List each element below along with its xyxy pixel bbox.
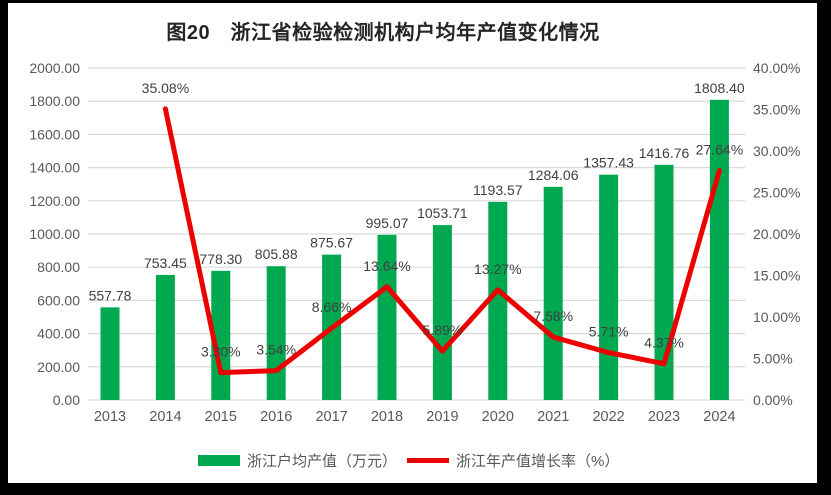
line-value-label: 3.30%	[201, 344, 241, 360]
line-value-label: 35.08%	[142, 80, 189, 96]
right-axis-tick-label: 5.00%	[753, 351, 793, 367]
line-series-swatch-icon	[407, 457, 450, 463]
right-axis-tick-label: 25.00%	[753, 185, 800, 201]
line-value-label: 7.58%	[533, 308, 573, 324]
bar-2016	[266, 266, 286, 400]
x-axis-tick-label: 2022	[592, 409, 624, 425]
line-value-label: 8.66%	[312, 299, 352, 315]
bar-value-label: 753.45	[144, 255, 187, 271]
line-value-label: 5.89%	[423, 322, 463, 338]
x-axis-tick-label: 2018	[371, 409, 403, 425]
line-value-label: 3.54%	[256, 342, 296, 358]
left-axis-tick-label: 800.00	[37, 259, 80, 275]
bar-value-label: 1357.43	[583, 155, 634, 171]
chart-legend: 浙江户均产值（万元） 浙江年产值增长率（%）	[198, 449, 619, 471]
left-axis-tick-label: 1600.00	[29, 126, 80, 142]
left-axis-tick-label: 2000.00	[29, 60, 80, 76]
left-axis-tick-label: 1800.00	[29, 93, 80, 109]
left-axis-tick-label: 1400.00	[29, 160, 80, 176]
right-axis-tick-label: 15.00%	[753, 268, 800, 284]
bar-value-label: 1808.40	[694, 80, 745, 96]
right-axis-tick-label: 0.00%	[753, 392, 793, 408]
left-axis-tick-label: 200.00	[37, 359, 80, 375]
right-axis-tick-label: 20.00%	[753, 226, 800, 242]
chart-title: 图20 浙江省检验检测机构户均年产值变化情况	[166, 22, 600, 44]
bar-value-label: 1416.76	[639, 145, 690, 161]
bar-2013	[100, 307, 120, 400]
bar-value-label: 805.88	[255, 246, 298, 262]
left-axis-tick-label: 0.00	[53, 392, 80, 408]
line-value-label: 13.64%	[363, 258, 410, 274]
x-axis-tick-label: 2017	[315, 409, 347, 425]
x-axis-tick-label: 2015	[205, 409, 237, 425]
bar-value-label: 1053.71	[417, 205, 468, 221]
bar-2024	[709, 99, 729, 400]
x-axis-tick-label: 2016	[260, 409, 292, 425]
bar-value-label: 778.30	[199, 251, 242, 267]
bar-2014	[155, 274, 175, 400]
legend-label-line-series: 浙江年产值增长率（%）	[456, 452, 620, 470]
growth-rate-line	[162, 106, 722, 376]
legend-item-line-series: 浙江年产值增长率（%）	[407, 450, 619, 471]
bar-2021	[543, 186, 563, 400]
line-value-label: 5.71%	[589, 324, 629, 340]
right-axis-tick-label: 40.00%	[753, 60, 800, 76]
x-axis-tick-label: 2023	[648, 409, 680, 425]
bar-2015	[211, 270, 231, 400]
bar-value-label: 1193.57	[473, 182, 523, 198]
line-value-label: 27.64%	[696, 142, 743, 158]
legend-item-bar-series: 浙江户均产值（万元）	[198, 450, 397, 471]
right-axis-tick-label: 30.00%	[753, 143, 800, 159]
left-axis-tick-label: 600.00	[37, 292, 80, 308]
bar-value-label: 1284.06	[528, 167, 579, 183]
bar-2018	[377, 234, 397, 400]
bar-value-label: 557.78	[89, 287, 132, 303]
bar-value-label: 995.07	[366, 215, 409, 231]
bar-2020	[488, 201, 508, 400]
line-value-label: 13.27%	[474, 261, 521, 277]
left-axis-tick-label: 1200.00	[29, 193, 80, 209]
left-axis-tick-label: 400.00	[37, 326, 80, 342]
bar-2019	[432, 225, 452, 400]
x-axis-tick-label: 2013	[94, 409, 126, 425]
x-axis-tick-label: 2020	[482, 409, 514, 425]
x-axis-tick-label: 2014	[149, 409, 181, 425]
chart-canvas: 图20 浙江省检验检测机构户均年产值变化情况 浙江户均产值（万元） 浙江年产值增…	[8, 3, 817, 483]
legend-label-bar-series: 浙江户均产值（万元）	[247, 452, 398, 470]
left-axis-tick-label: 1000.00	[29, 226, 80, 242]
bar-series-swatch-icon	[198, 454, 240, 466]
line-value-label: 4.37%	[644, 335, 684, 351]
x-axis-tick-label: 2021	[537, 409, 569, 425]
right-axis-tick-label: 35.00%	[753, 102, 800, 118]
x-axis-tick-label: 2024	[703, 409, 735, 425]
x-axis-tick-label: 2019	[426, 409, 458, 425]
bar-value-label: 875.67	[310, 235, 353, 251]
bar-2022	[599, 174, 619, 400]
right-axis-tick-label: 10.00%	[753, 309, 800, 325]
